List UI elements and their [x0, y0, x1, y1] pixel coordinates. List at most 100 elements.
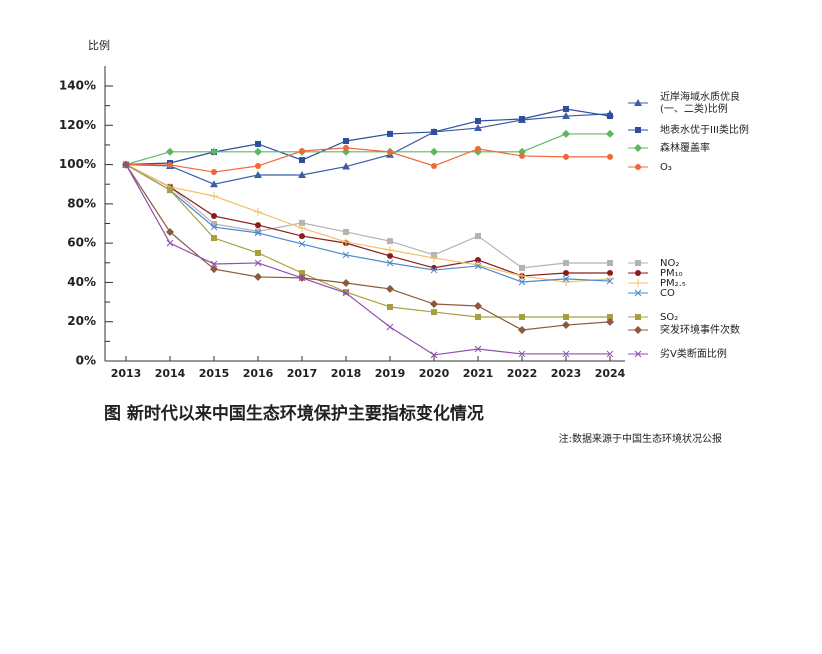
- point: [343, 144, 349, 151]
- series-line: [125, 164, 610, 277]
- point: [255, 162, 261, 169]
- point: [635, 260, 641, 266]
- series-line: [125, 164, 610, 269]
- point: [343, 138, 349, 144]
- point: [166, 227, 174, 236]
- x-tick-label: 2014: [155, 367, 186, 380]
- point: [635, 270, 641, 276]
- point: [166, 147, 174, 156]
- point: [475, 145, 481, 152]
- point: [210, 147, 218, 156]
- point: [166, 239, 174, 247]
- point: [607, 314, 613, 320]
- point: [387, 149, 393, 155]
- point: [607, 270, 613, 276]
- point: [607, 113, 613, 120]
- point: [254, 272, 262, 281]
- point: [634, 289, 642, 297]
- point: [474, 260, 482, 269]
- series-line: [125, 113, 611, 185]
- x-tick-label: 2016: [243, 367, 274, 380]
- point: [606, 129, 614, 138]
- legend-label: 森林覆盖率: [660, 141, 710, 154]
- point: [254, 229, 262, 237]
- point: [298, 274, 306, 282]
- point: [255, 140, 261, 147]
- point: [254, 207, 262, 216]
- point: [634, 326, 642, 334]
- point: [634, 279, 642, 287]
- point: [387, 303, 393, 310]
- point: [210, 223, 218, 231]
- point: [606, 350, 614, 358]
- point: [635, 314, 641, 320]
- point: [563, 314, 569, 320]
- chart-title: 图 新时代以来中国生态环境保护主要指标变化情况: [104, 403, 484, 424]
- legend-label: NO₂: [660, 258, 679, 269]
- point: [211, 213, 217, 220]
- series-line: [125, 147, 610, 173]
- point: [563, 105, 569, 112]
- point: [255, 249, 261, 256]
- legend-label: SO₂: [660, 312, 678, 323]
- x-tick-label: 2023: [551, 367, 582, 380]
- y-tick-label: 60%: [67, 236, 96, 250]
- y-tick-label: 140%: [59, 79, 96, 93]
- x-tick-label: 2019: [375, 367, 406, 380]
- x-tick-label: 2015: [199, 367, 230, 380]
- point: [210, 265, 218, 274]
- point: [474, 345, 482, 353]
- point: [474, 124, 482, 132]
- point: [519, 314, 525, 320]
- series-line: [125, 108, 611, 166]
- point: [518, 278, 526, 286]
- point: [563, 153, 569, 160]
- point: [342, 237, 350, 246]
- point: [475, 117, 481, 124]
- point: [386, 259, 394, 267]
- point: [254, 170, 262, 178]
- point: [430, 147, 438, 156]
- y-tick-label: 0%: [76, 354, 96, 368]
- point: [122, 161, 130, 168]
- x-tick-label: 2022: [507, 367, 538, 380]
- y-tick-label: 100%: [59, 157, 96, 171]
- point: [562, 275, 570, 283]
- y-tick-label: 80%: [67, 196, 96, 210]
- point: [635, 127, 641, 133]
- y-tick-label: 40%: [67, 275, 96, 289]
- legend-label: 突发环境事件次数: [660, 323, 740, 336]
- point: [386, 284, 394, 293]
- series-line: [125, 164, 611, 283]
- point: [299, 157, 305, 164]
- point: [518, 325, 526, 334]
- point: [562, 321, 570, 330]
- legend-label: O₃: [660, 162, 672, 173]
- x-tick-label: 2013: [111, 367, 142, 380]
- point: [606, 317, 614, 326]
- series-line: [125, 164, 610, 356]
- point: [386, 246, 394, 255]
- point: [167, 161, 173, 168]
- point: [254, 147, 262, 156]
- point: [431, 128, 437, 135]
- point: [386, 323, 394, 331]
- series-line: [125, 133, 610, 166]
- point: [299, 270, 305, 276]
- point: [210, 192, 218, 200]
- point: [299, 219, 305, 226]
- point: [518, 271, 526, 280]
- point: [387, 252, 393, 259]
- point: [474, 262, 482, 270]
- point: [255, 222, 261, 229]
- y-tick-label: 20%: [67, 314, 96, 328]
- point: [430, 254, 438, 263]
- note: 注:数据来源于中国生态环境状况公报: [559, 432, 722, 445]
- point: [211, 235, 217, 242]
- point: [342, 162, 350, 170]
- y-axis-label: 比例: [88, 38, 110, 52]
- x-tick-label: 2020: [419, 367, 450, 380]
- point: [211, 220, 217, 227]
- point: [607, 153, 613, 160]
